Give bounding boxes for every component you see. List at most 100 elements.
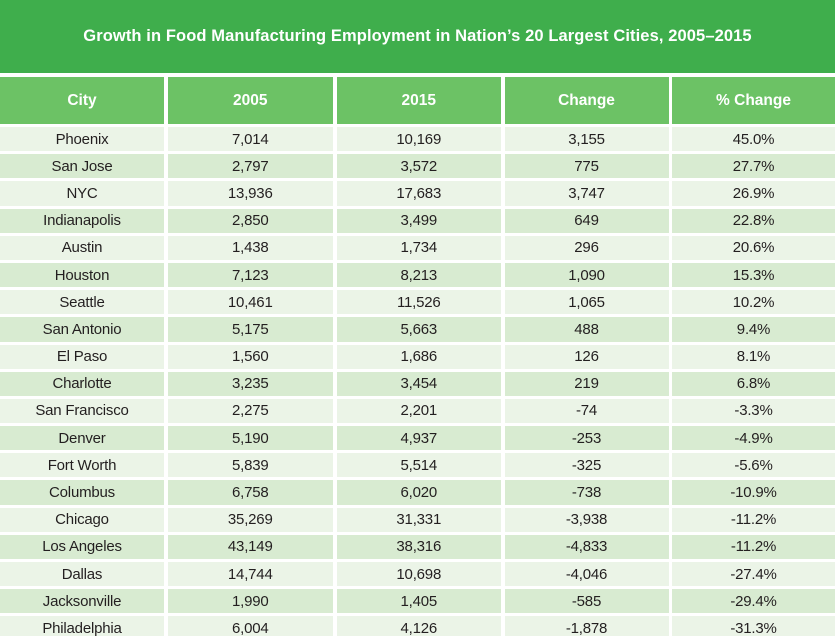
value-cell: -11.2% <box>672 534 835 559</box>
table-row: Charlotte 3,235 3,454 219 6.8% <box>0 371 835 396</box>
value-cell: 8.1% <box>672 344 835 369</box>
city-cell: Jacksonville <box>0 589 164 614</box>
city-cell: San Francisco <box>0 398 164 424</box>
value-cell: 2,850 <box>167 208 333 233</box>
value-cell: 10.2% <box>672 290 835 315</box>
value-cell: 1,990 <box>167 589 333 614</box>
value-cell: -74 <box>504 398 669 424</box>
value-cell: -253 <box>504 426 669 451</box>
value-cell: 26.9% <box>672 181 835 206</box>
value-cell: 6.8% <box>672 371 835 396</box>
value-cell: -27.4% <box>672 562 835 587</box>
value-cell: 45.0% <box>672 127 835 152</box>
value-cell: 10,461 <box>167 290 333 315</box>
city-cell: El Paso <box>0 344 164 369</box>
value-cell: -5.6% <box>672 453 835 478</box>
table-row: Los Angeles 43,149 38,316 -4,833 -11.2% <box>0 534 835 559</box>
value-cell: 38,316 <box>336 534 501 559</box>
value-cell: 3,155 <box>504 127 669 152</box>
column-header-2005: 2005 <box>167 77 333 124</box>
table-row: San Jose 2,797 3,572 775 27.7% <box>0 154 835 179</box>
column-header-change: Change <box>504 77 669 124</box>
value-cell: 3,572 <box>336 154 501 179</box>
value-cell: 31,331 <box>336 507 501 532</box>
value-cell: 3,499 <box>336 208 501 233</box>
value-cell: -325 <box>504 453 669 478</box>
value-cell: 5,175 <box>167 317 333 342</box>
city-cell: NYC <box>0 181 164 206</box>
value-cell: 7,014 <box>167 127 333 152</box>
table-row: Austin 1,438 1,734 296 20.6% <box>0 235 835 260</box>
value-cell: -3,938 <box>504 507 669 532</box>
value-cell: 35,269 <box>167 507 333 532</box>
value-cell: -1,878 <box>504 616 669 636</box>
city-cell: Phoenix <box>0 127 164 152</box>
value-cell: 10,698 <box>336 562 501 587</box>
city-cell: Philadelphia <box>0 616 164 636</box>
value-cell: 5,514 <box>336 453 501 478</box>
value-cell: 1,065 <box>504 290 669 315</box>
value-cell: 14,744 <box>167 562 333 587</box>
value-cell: 2,797 <box>167 154 333 179</box>
table-row: Seattle 10,461 11,526 1,065 10.2% <box>0 290 835 315</box>
table-row: San Francisco 2,275 2,201 -74 -3.3% <box>0 398 835 424</box>
city-cell: Chicago <box>0 507 164 532</box>
value-cell: 1,405 <box>336 589 501 614</box>
city-cell: Houston <box>0 262 164 288</box>
city-cell: San Jose <box>0 154 164 179</box>
table-row: Indianapolis 2,850 3,499 649 22.8% <box>0 208 835 233</box>
value-cell: -10.9% <box>672 480 835 505</box>
value-cell: 5,190 <box>167 426 333 451</box>
value-cell: -4,833 <box>504 534 669 559</box>
value-cell: 6,004 <box>167 616 333 636</box>
table-row: Philadelphia 6,004 4,126 -1,878 -31.3% <box>0 616 835 636</box>
value-cell: -738 <box>504 480 669 505</box>
value-cell: 7,123 <box>167 262 333 288</box>
table-row: Denver 5,190 4,937 -253 -4.9% <box>0 426 835 451</box>
value-cell: 10,169 <box>336 127 501 152</box>
value-cell: -4,046 <box>504 562 669 587</box>
value-cell: 11,526 <box>336 290 501 315</box>
value-cell: 219 <box>504 371 669 396</box>
column-header-pct-change: % Change <box>672 77 835 124</box>
value-cell: -585 <box>504 589 669 614</box>
table-row: Dallas 14,744 10,698 -4,046 -27.4% <box>0 562 835 587</box>
table-row: Jacksonville 1,990 1,405 -585 -29.4% <box>0 589 835 614</box>
city-cell: Columbus <box>0 480 164 505</box>
table-row: Fort Worth 5,839 5,514 -325 -5.6% <box>0 453 835 478</box>
value-cell: 9.4% <box>672 317 835 342</box>
city-cell: San Antonio <box>0 317 164 342</box>
value-cell: 3,454 <box>336 371 501 396</box>
table-row: Chicago 35,269 31,331 -3,938 -11.2% <box>0 507 835 532</box>
value-cell: 3,235 <box>167 371 333 396</box>
value-cell: -29.4% <box>672 589 835 614</box>
value-cell: 649 <box>504 208 669 233</box>
value-cell: 775 <box>504 154 669 179</box>
value-cell: 4,126 <box>336 616 501 636</box>
city-cell: Fort Worth <box>0 453 164 478</box>
value-cell: 13,936 <box>167 181 333 206</box>
city-cell: Denver <box>0 426 164 451</box>
table-header-row: City 2005 2015 Change % Change <box>0 77 835 124</box>
city-cell: Austin <box>0 235 164 260</box>
value-cell: 15.3% <box>672 262 835 288</box>
value-cell: 2,201 <box>336 398 501 424</box>
value-cell: 1,560 <box>167 344 333 369</box>
value-cell: 27.7% <box>672 154 835 179</box>
city-cell: Dallas <box>0 562 164 587</box>
value-cell: 8,213 <box>336 262 501 288</box>
value-cell: 4,937 <box>336 426 501 451</box>
table-row: Houston 7,123 8,213 1,090 15.3% <box>0 262 835 288</box>
value-cell: -31.3% <box>672 616 835 636</box>
value-cell: 20.6% <box>672 235 835 260</box>
table-row: NYC 13,936 17,683 3,747 26.9% <box>0 181 835 206</box>
table-row: El Paso 1,560 1,686 126 8.1% <box>0 344 835 369</box>
value-cell: 5,663 <box>336 317 501 342</box>
city-cell: Seattle <box>0 290 164 315</box>
value-cell: 5,839 <box>167 453 333 478</box>
value-cell: -4.9% <box>672 426 835 451</box>
value-cell: 6,020 <box>336 480 501 505</box>
value-cell: 22.8% <box>672 208 835 233</box>
city-cell: Los Angeles <box>0 534 164 559</box>
